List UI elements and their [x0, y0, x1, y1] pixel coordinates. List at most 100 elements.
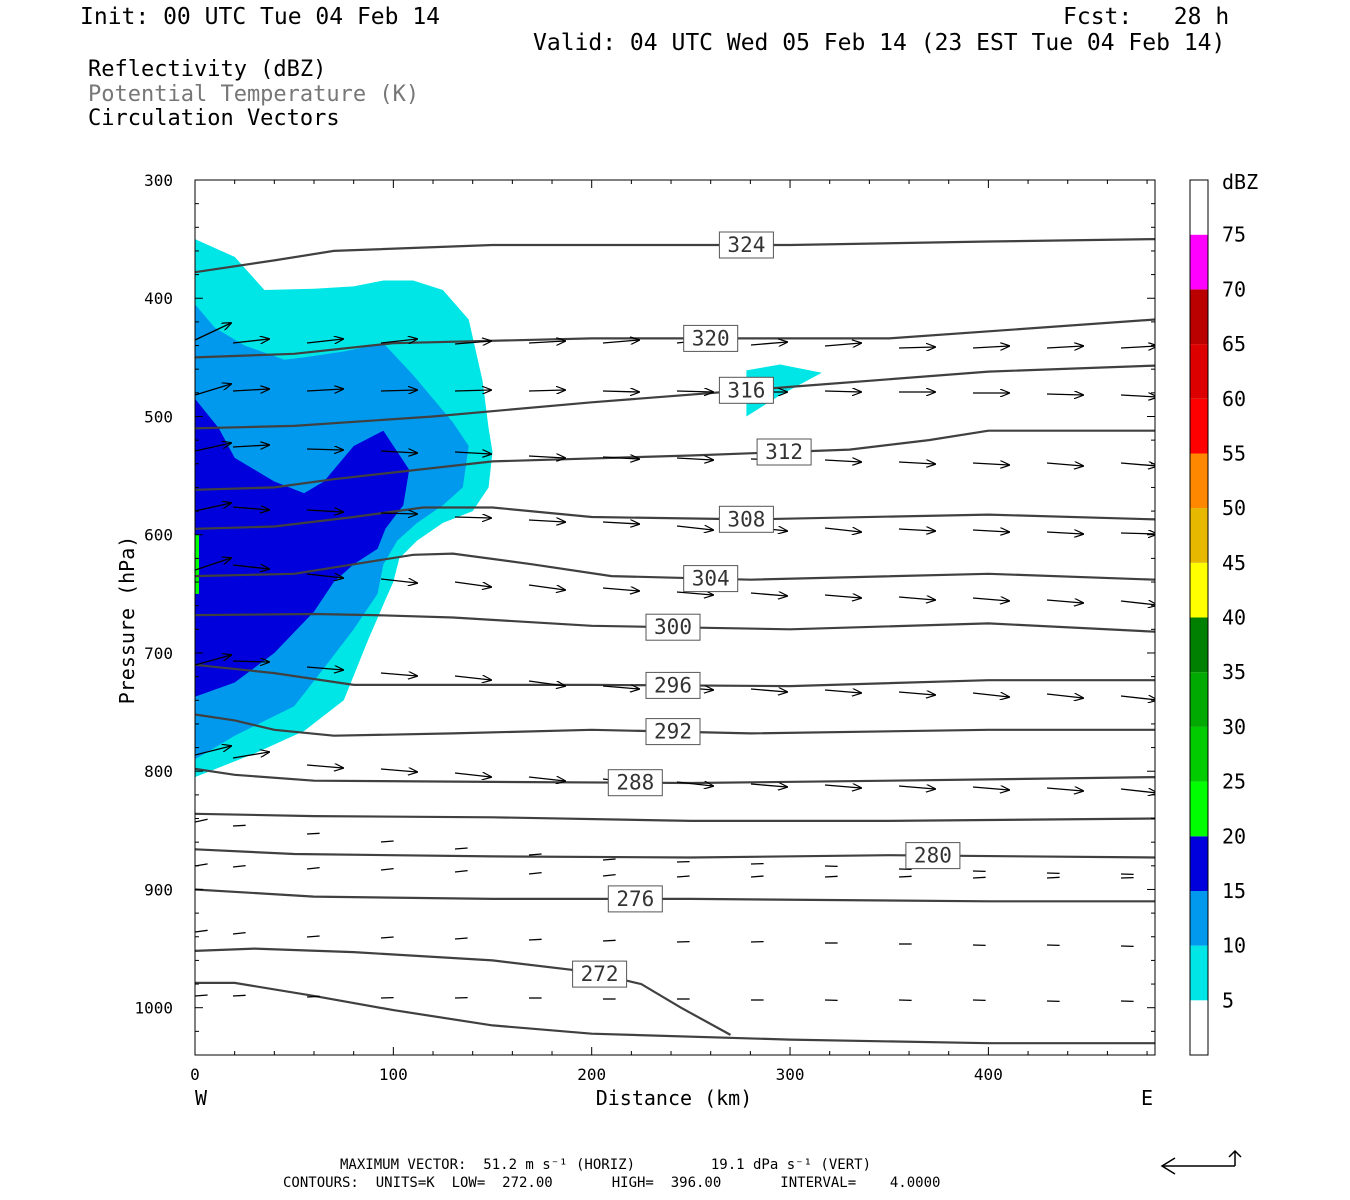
colorbar-swatch: [1190, 398, 1208, 454]
colorbar-swatch: [1190, 726, 1208, 782]
colorbar-swatch: [1190, 672, 1208, 727]
x-tick-label: 100: [379, 1065, 408, 1084]
colorbar-swatch: [1190, 453, 1208, 509]
circulation-vector: [380, 451, 417, 453]
circulation-vector: [972, 346, 1009, 348]
circulation-vector: [232, 565, 269, 569]
circulation-vector: [1046, 876, 1060, 879]
colorbar-swatch: [1190, 781, 1208, 837]
circulation-vector: [602, 391, 639, 392]
reflectivity-15-region: [195, 398, 410, 697]
svg-text:316: 316: [727, 378, 765, 402]
svg-text:272: 272: [581, 962, 619, 986]
circulation-vector: [380, 769, 417, 772]
circulation-vector: [195, 558, 231, 571]
circulation-vector: [454, 676, 491, 680]
circulation-vector: [195, 994, 208, 997]
circulation-vector: [528, 853, 542, 856]
circulation-vector: [306, 832, 320, 835]
circulation-vector: [195, 655, 231, 666]
circulation-vector: [306, 866, 320, 870]
theta-label-316: 316: [718, 376, 774, 404]
svg-text:280: 280: [914, 844, 952, 868]
circulation-vector: [306, 667, 343, 670]
colorbar-swatch: [1190, 617, 1208, 673]
circulation-vector: [380, 840, 394, 843]
theta-contour-308: [195, 506, 1155, 530]
theta-contour-300: [195, 612, 1155, 633]
legend-potential-temperature: Potential Temperature (K): [88, 82, 420, 107]
circulation-vector: [306, 510, 343, 512]
svg-text:276: 276: [616, 887, 654, 911]
circulation-vector: [1120, 533, 1155, 534]
y-tick-label: 800: [144, 762, 173, 781]
theta-label-300: 300: [645, 613, 701, 641]
colorbar-level-label: 60: [1222, 387, 1246, 411]
circulation-vector: [676, 526, 713, 530]
theta-contour-276: [195, 888, 1155, 903]
circulation-vector: [380, 513, 417, 514]
circulation-vector: [824, 391, 861, 392]
x-tick-label: 200: [577, 1065, 606, 1084]
theta-contour-268: [195, 981, 1155, 1045]
theta-contour-304: [195, 552, 1155, 581]
svg-text:320: 320: [692, 326, 730, 350]
circulation-vector: [676, 875, 690, 878]
circulation-vector: [1046, 600, 1083, 603]
theta-label-320: 320: [683, 324, 739, 352]
circulation-vector: [972, 530, 1009, 532]
circulation-vector: [528, 938, 542, 941]
colorbar-swatch: [1190, 562, 1208, 618]
theta-label-308: 308: [718, 505, 774, 533]
theta-label-296: 296: [645, 671, 701, 699]
circulation-vector: [898, 597, 935, 600]
circulation-vector: [1269, 604, 1305, 606]
circulation-vector: [750, 875, 764, 878]
plot-frame: [194, 179, 1156, 1056]
circulation-vector: [898, 786, 935, 789]
theta-label-272: 272: [572, 960, 628, 988]
circulation-vector: [195, 384, 231, 396]
circulation-vector: [602, 686, 639, 689]
theta-contour-288: [195, 767, 1155, 785]
reflectivity-20-region: [195, 534, 199, 594]
circulation-vector: [972, 876, 986, 879]
circulation-vector: [232, 389, 269, 391]
circulation-vector: [454, 869, 468, 873]
circulation-vector: [602, 457, 639, 459]
colorbar-swatch: [1190, 508, 1208, 563]
circulation-vector: [676, 592, 713, 595]
circulation-vector: [528, 341, 565, 343]
colorbar-level-label: 5: [1222, 988, 1234, 1012]
theta-contour-316: [195, 364, 1155, 430]
reference-vector-icon: [1162, 1151, 1236, 1167]
circulation-vector: [528, 390, 565, 391]
colorbar-level-label: 20: [1222, 824, 1246, 848]
circulation-vector: [972, 463, 1009, 465]
colorbar-level-label: 45: [1222, 551, 1246, 575]
theta-contour-324: [195, 238, 1155, 274]
theta-contour-312: [195, 429, 1155, 491]
contours-note: CONTOURS: UNITS=K LOW= 272.00 HIGH= 396.…: [283, 1175, 941, 1191]
circulation-vector: [898, 347, 935, 348]
svg-text:308: 308: [727, 507, 765, 531]
theta-label-324: 324: [718, 231, 774, 259]
colorbar-level-label: 55: [1222, 441, 1246, 465]
circulation-vector: [380, 867, 394, 871]
circulation-vector: [195, 503, 231, 512]
colorbar-swatch: [1190, 945, 1208, 1001]
theta-contour-272: [195, 947, 732, 1036]
circulation-vector: [824, 528, 861, 532]
circulation-vector: [528, 456, 565, 458]
y-tick-label: 600: [144, 526, 173, 545]
circulation-vector: [454, 773, 491, 777]
colorbar-level-label: 25: [1222, 770, 1246, 794]
circulation-vector: [1120, 696, 1155, 700]
circulation-vector: [232, 864, 246, 868]
colorbar-swatch: [1190, 890, 1208, 946]
circulation-vector: [380, 339, 417, 343]
circulation-vector: [528, 584, 565, 590]
circulation-vector: [380, 673, 417, 676]
colorbar-level-label: 35: [1222, 660, 1246, 684]
theta-label-288: 288: [607, 769, 663, 797]
